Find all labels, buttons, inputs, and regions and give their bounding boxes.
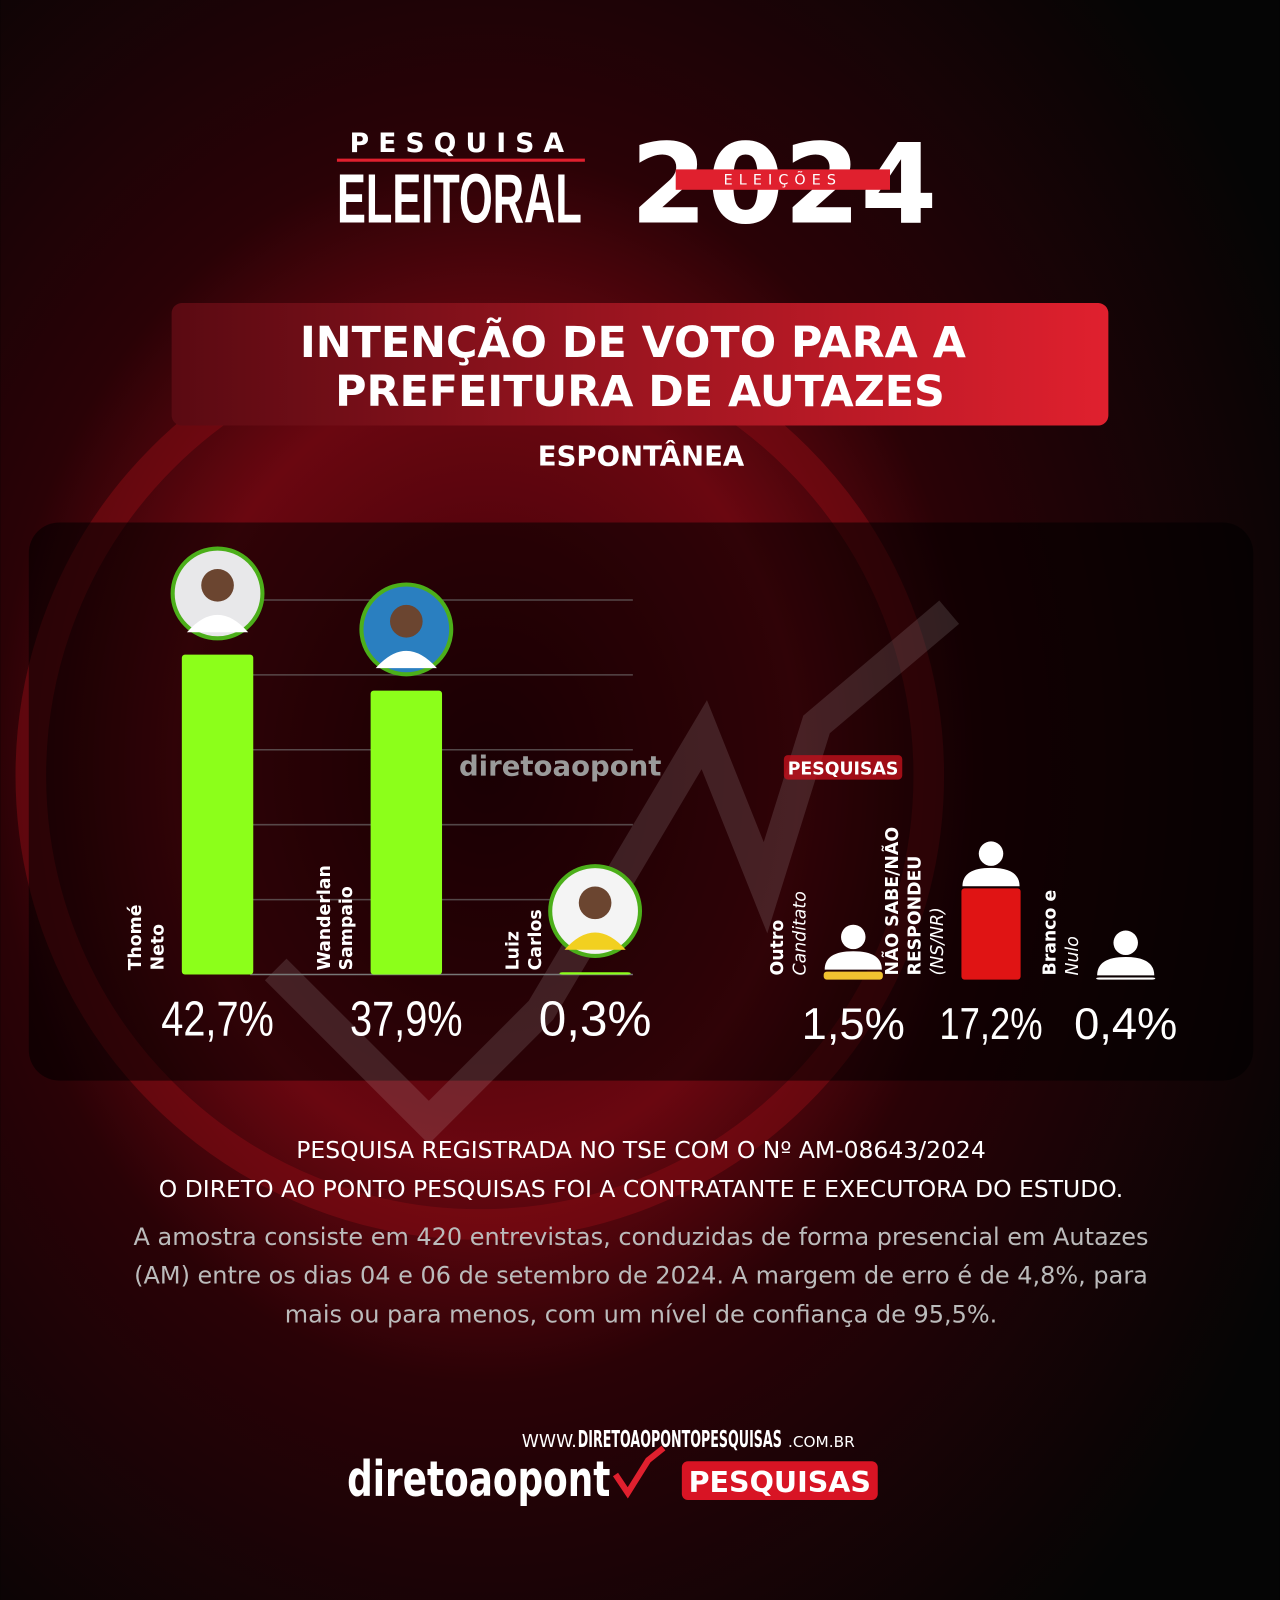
bar xyxy=(1096,977,1156,980)
footer-tag: PESQUISAS xyxy=(689,1465,871,1499)
title-box xyxy=(171,303,1109,426)
value-label: 0,3% xyxy=(539,993,652,1047)
value-label: 0,4% xyxy=(1074,998,1177,1049)
silhouette-head xyxy=(1113,930,1138,956)
value-label: 42,7% xyxy=(161,993,274,1047)
decor-arrow xyxy=(264,600,960,1145)
ribbon: ELEIÇÕES xyxy=(724,172,842,189)
category-label: Canditato xyxy=(790,891,810,975)
value-label: 37,9% xyxy=(350,993,463,1047)
ribbon-bg xyxy=(675,169,890,190)
bar xyxy=(961,888,1021,980)
silhouette-body xyxy=(824,951,882,970)
methodology: (AM) entre os dias 04 e 06 de setembro d… xyxy=(134,1262,1148,1290)
value-label: 17,2% xyxy=(939,998,1042,1049)
bar xyxy=(559,972,631,975)
category-label: NÃO SABE/NÃO xyxy=(880,827,903,976)
category-label: Nulo xyxy=(1063,936,1083,975)
note: PESQUISA REGISTRADA NO TSE COM O Nº AM-0… xyxy=(296,1136,986,1164)
silhouette-body xyxy=(962,867,1020,887)
note: O DIRETO AO PONTO PESQUISAS FOI A CONTRA… xyxy=(159,1175,1123,1203)
category-label: Outro xyxy=(768,920,788,976)
value-label: 1,5% xyxy=(802,998,905,1049)
category-label: Sampaio xyxy=(337,886,357,970)
methodology: A amostra consiste em 420 entrevistas, c… xyxy=(134,1223,1149,1251)
subtitle: ESPONTÂNEA xyxy=(538,438,745,472)
watermark: diretoaopont xyxy=(459,751,661,783)
methodology: mais ou para menos, com um nível de conf… xyxy=(285,1300,997,1328)
category-label: Wanderlan xyxy=(315,865,335,970)
photo-body xyxy=(564,932,626,950)
category-label: Thomé xyxy=(126,905,146,971)
photo-body xyxy=(186,614,249,633)
category-label: RESPONDEU xyxy=(906,856,926,976)
footer-logo: diretoaopont xyxy=(347,1451,610,1508)
bar xyxy=(370,690,443,975)
photo-head xyxy=(390,604,423,638)
brand: ELEITORAL xyxy=(337,159,582,237)
photo-head xyxy=(201,568,234,602)
silhouette-body xyxy=(1097,957,1155,976)
title: INTENÇÃO DE VOTO PARA A xyxy=(300,317,966,368)
kicker: PESQUISA xyxy=(350,128,574,159)
silhouette-head xyxy=(841,924,866,950)
photo-body xyxy=(375,650,437,669)
footer-tag-bg xyxy=(681,1461,878,1500)
title: PREFEITURA DE AUTAZES xyxy=(335,367,945,417)
category-label: (NS/NR) xyxy=(928,907,948,975)
category-label: Luiz xyxy=(504,931,524,970)
footer-tld: .COM.BR xyxy=(788,1433,855,1451)
watermark-tag: PESQUISAS xyxy=(788,759,899,779)
watermark-tag-bg xyxy=(783,755,903,780)
footer-www: WWW. xyxy=(522,1432,577,1452)
bar xyxy=(823,971,883,980)
category-label: Branco e xyxy=(1040,890,1060,976)
silhouette-head xyxy=(978,841,1004,866)
chart-panel xyxy=(28,522,1254,1081)
logo-check xyxy=(612,1445,666,1499)
photo-head xyxy=(578,886,612,920)
bar xyxy=(181,654,254,975)
footer-domain: DIRETOAOPONTOPESQUISAS xyxy=(578,1425,782,1453)
category-label: Neto xyxy=(148,924,168,971)
category-label: Carlos xyxy=(526,909,546,970)
